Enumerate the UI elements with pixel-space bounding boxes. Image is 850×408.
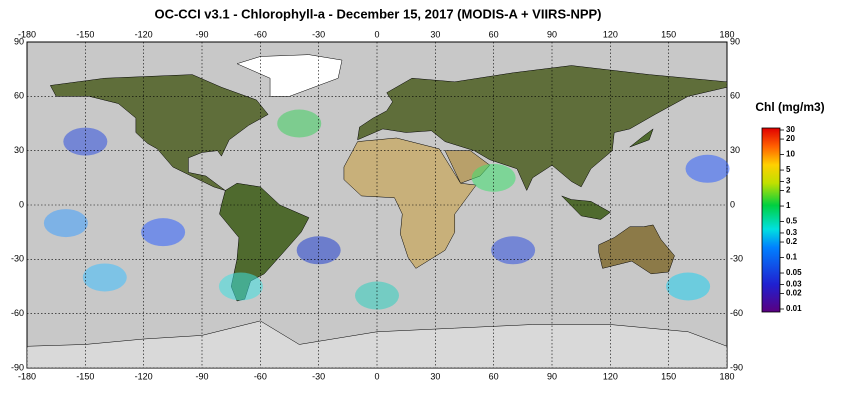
- landmass: [561, 195, 611, 220]
- lat-tick-label-left: 30: [14, 145, 24, 155]
- ocean-patch: [63, 127, 108, 156]
- lat-tick-label-right: 0: [730, 199, 735, 209]
- ocean-patch: [491, 236, 536, 265]
- lon-tick-label-bottom: -60: [254, 371, 267, 381]
- colorbar-tick-label: 0.02: [786, 289, 802, 298]
- lon-tick-label-top: -90: [195, 29, 208, 39]
- lat-tick-label-left: -90: [11, 362, 24, 372]
- colorbar-tick-label: 0.1: [786, 253, 798, 262]
- colorbar-label: Chl (mg/m3): [755, 100, 824, 114]
- landmass: [357, 65, 728, 192]
- ocean-patch: [141, 218, 186, 247]
- lat-tick-label-right: 60: [730, 91, 740, 101]
- colorbar-tick-label: 10: [786, 150, 795, 159]
- colorbar-tick-label: 0.2: [786, 237, 798, 246]
- colorbar-tick-label: 30: [786, 125, 795, 134]
- ocean-patch: [355, 281, 399, 310]
- colorbar-tick-label: 0.01: [786, 304, 802, 313]
- ocean-patch: [471, 163, 516, 192]
- colorbar-tick-label: 2: [786, 186, 791, 195]
- ocean-patch: [43, 209, 88, 238]
- lat-tick-label-left: 90: [14, 36, 24, 46]
- lon-tick-label-bottom: -150: [76, 371, 94, 381]
- landmass: [49, 74, 269, 191]
- lon-tick-label-bottom: 120: [603, 371, 618, 381]
- lat-tick-label-right: 90: [730, 36, 740, 46]
- lon-tick-label-bottom: -90: [195, 371, 208, 381]
- colorbar-tick-label: 0.05: [786, 268, 802, 277]
- lat-tick-label-left: 60: [14, 91, 24, 101]
- lon-tick-label-bottom: 60: [489, 371, 499, 381]
- colorbar-tick-label: 0.03: [786, 280, 802, 289]
- lat-tick-label-left: -30: [11, 254, 24, 264]
- colorbar-tick-label: 5: [786, 165, 791, 174]
- lon-tick-label-bottom: -120: [135, 371, 153, 381]
- lon-tick-label-top: -150: [76, 29, 94, 39]
- lon-tick-label-bottom: 90: [547, 371, 557, 381]
- lon-tick-label-top: 30: [430, 29, 440, 39]
- lat-tick-label-left: -60: [11, 308, 24, 318]
- lon-tick-label-top: 180: [719, 29, 734, 39]
- lon-tick-label-bottom: 0: [374, 371, 379, 381]
- graticule: [26, 41, 728, 369]
- colorbar-tick-label: 0.3: [786, 228, 798, 237]
- landmass: [629, 128, 654, 148]
- lon-tick-label-top: 0: [374, 29, 379, 39]
- ocean-patch: [296, 236, 341, 265]
- colorbar: [761, 127, 781, 313]
- ocean-patch: [218, 272, 263, 301]
- ocean-patch: [82, 263, 127, 292]
- lon-tick-label-bottom: 150: [661, 371, 676, 381]
- lon-tick-label-top: -60: [254, 29, 267, 39]
- lat-tick-label-left: 0: [19, 199, 24, 209]
- lon-tick-label-top: 150: [661, 29, 676, 39]
- lon-tick-label-bottom: 30: [430, 371, 440, 381]
- lon-tick-label-top: -120: [135, 29, 153, 39]
- colorbar-tick-label: 3: [786, 177, 791, 186]
- ocean-patch: [666, 272, 711, 301]
- ocean-patch: [685, 154, 730, 183]
- lon-tick-label-top: 60: [489, 29, 499, 39]
- colorbar-tick-label: 20: [786, 134, 795, 143]
- lat-tick-label-right: -90: [730, 362, 743, 372]
- lat-tick-label-right: 30: [730, 145, 740, 155]
- landmass: [236, 54, 343, 97]
- lon-tick-label-top: -180: [18, 29, 36, 39]
- map-title: OC-CCI v3.1 - Chlorophyll-a - December 1…: [154, 6, 601, 21]
- lon-tick-label-top: 120: [603, 29, 618, 39]
- landmass: [598, 224, 675, 275]
- colorbar-tick-label: 1: [786, 201, 791, 210]
- lon-tick-label-bottom: -30: [312, 371, 325, 381]
- lat-tick-label-right: -30: [730, 254, 743, 264]
- lat-tick-label-right: -60: [730, 308, 743, 318]
- lon-tick-label-bottom: -180: [18, 371, 36, 381]
- colorbar-tick-label: 0.5: [786, 217, 798, 226]
- lon-tick-label-top: -30: [312, 29, 325, 39]
- ocean-patch: [277, 109, 322, 138]
- lon-tick-label-bottom: 180: [719, 371, 734, 381]
- landmass: [343, 137, 477, 269]
- lon-tick-label-top: 90: [547, 29, 557, 39]
